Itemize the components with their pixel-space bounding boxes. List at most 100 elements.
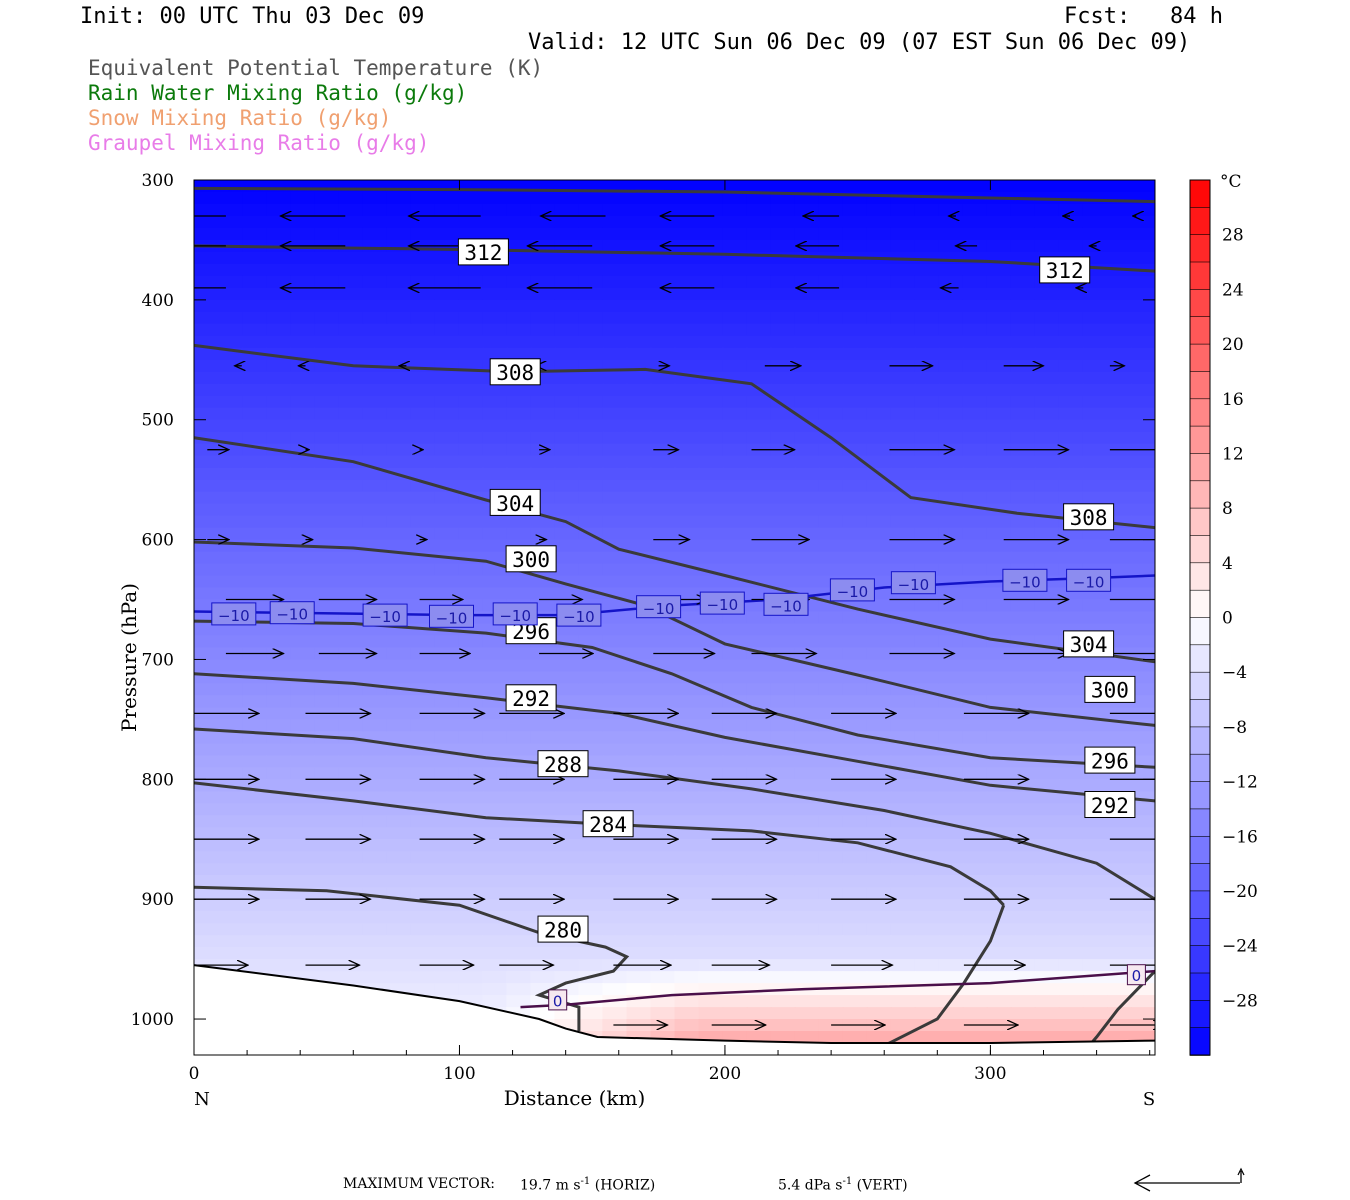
field-cell (674, 959, 700, 973)
field-cell (914, 899, 940, 913)
field-cell (362, 347, 388, 361)
field-cell (194, 275, 219, 289)
field-cell (602, 227, 628, 241)
field-cell (314, 623, 340, 637)
field-cell (770, 575, 796, 589)
colorbar-cell (1189, 781, 1211, 810)
field-cell (1010, 611, 1036, 625)
max-vector-label: MAXIMUM VECTOR: (343, 1176, 495, 1192)
field-cell (218, 180, 243, 193)
field-cell (794, 251, 820, 265)
field-cell (506, 407, 532, 421)
field-cell (938, 299, 964, 313)
field-cell (338, 419, 364, 433)
field-cell (914, 455, 940, 469)
field-cell (722, 611, 748, 625)
field-cell (410, 587, 436, 601)
field-cell (914, 311, 940, 325)
field-cell (1010, 491, 1036, 505)
field-cell (890, 875, 916, 889)
field-cell (194, 947, 219, 961)
isotherm-minus10-label: −10 (436, 609, 468, 627)
field-cell (938, 851, 964, 865)
field-cell (722, 419, 748, 433)
field-cell (554, 671, 580, 685)
field-cell (1010, 911, 1036, 925)
isotherm-minus10-label-box (211, 602, 257, 626)
field-cell (986, 419, 1012, 433)
field-cell (842, 287, 868, 301)
field-cell (506, 911, 532, 925)
field-cell (890, 887, 916, 901)
field-cell (266, 947, 292, 961)
field-cell (458, 875, 484, 889)
field-cell (458, 395, 484, 409)
field-cell (554, 527, 580, 541)
field-cell (1010, 695, 1036, 709)
field-cell (842, 995, 868, 1009)
field-cell (914, 431, 940, 445)
field-cell (218, 899, 243, 913)
field-cell (266, 719, 292, 733)
field-cell (794, 971, 820, 985)
field-cell (650, 935, 676, 949)
field-cell (698, 419, 724, 433)
field-cell (962, 515, 988, 529)
field-cell (506, 863, 532, 877)
field-cell (914, 180, 940, 193)
field-cell (698, 947, 724, 961)
field-cell (458, 216, 484, 229)
field-cell (962, 755, 988, 769)
field-cell (290, 180, 316, 193)
field-cell (314, 551, 340, 565)
field-cell (506, 995, 532, 1009)
field-cell (410, 815, 436, 829)
max-vector-horiz: 19.7 m s-1 (HORIZ) (520, 1176, 656, 1194)
field-cell (242, 815, 268, 829)
field-cell (794, 204, 820, 217)
field-cell (362, 743, 388, 757)
field-cell (842, 767, 868, 781)
field-cell (338, 947, 364, 961)
field-cell (938, 947, 964, 961)
field-cell (194, 204, 219, 217)
field-cell (1010, 371, 1036, 385)
field-cell (938, 263, 964, 277)
field-cell (746, 635, 772, 649)
field-cell (266, 863, 292, 877)
field-cell (1058, 227, 1084, 241)
field-cell (194, 180, 219, 193)
field-cell (506, 227, 532, 241)
field-cell (890, 947, 916, 961)
field-cell (770, 180, 796, 193)
colorbar-cell (1189, 316, 1211, 345)
field-cell (674, 311, 700, 325)
field-cell (410, 263, 436, 277)
field-cell (554, 719, 580, 733)
field-cell (1082, 311, 1108, 325)
field-cell (194, 623, 219, 637)
field-cell (242, 455, 268, 469)
field-cell (242, 359, 268, 373)
field-cell (338, 635, 364, 649)
field-cell (770, 192, 796, 205)
field-cell (194, 755, 219, 769)
field-cell (962, 431, 988, 445)
field-cell (770, 1007, 796, 1021)
field-cell (938, 791, 964, 805)
field-cell (722, 683, 748, 697)
field-cell (698, 971, 724, 985)
field-cell (986, 875, 1012, 889)
field-cell (602, 911, 628, 925)
field-cell (674, 923, 700, 937)
field-cell (434, 455, 460, 469)
field-cell (194, 863, 219, 877)
field-cell (1107, 455, 1132, 469)
field-cell (482, 419, 508, 433)
field-cell (746, 671, 772, 685)
field-cell (530, 323, 556, 337)
field-cell (338, 683, 364, 697)
isotherm-minus10-label: −10 (499, 607, 531, 625)
field-cell (698, 263, 724, 277)
field-cell (338, 431, 364, 445)
